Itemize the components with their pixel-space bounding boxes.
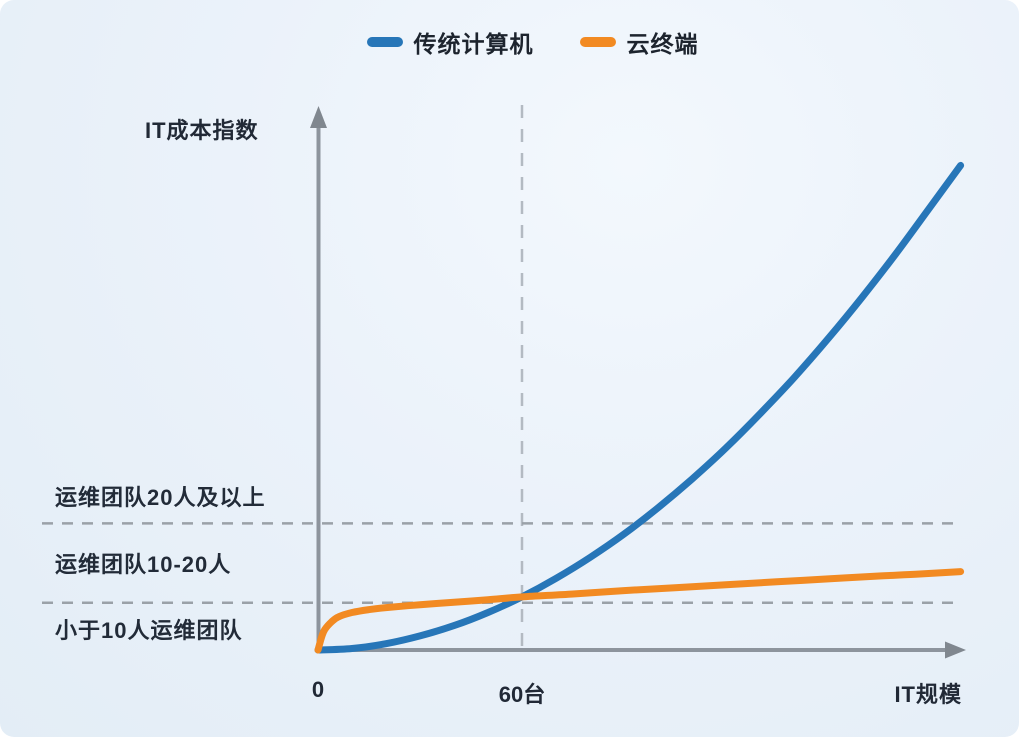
legend-item-cloud: 云终端 xyxy=(579,25,699,59)
series-line-cloud xyxy=(314,568,965,654)
legend-label-traditional: 传统计算机 xyxy=(413,31,534,57)
legend-label-cloud: 云终端 xyxy=(626,31,699,57)
x-tick-0: 0 xyxy=(311,677,325,702)
x-axis-arrow-icon xyxy=(945,641,966,659)
series-line-traditional xyxy=(314,161,965,654)
y-axis-arrow-icon xyxy=(310,106,327,128)
legend-item-traditional: 传统计算机 xyxy=(366,25,534,59)
x-axis-title: IT规模 xyxy=(894,682,962,707)
chart-legend: 传统计算机 云终端 xyxy=(46,25,1019,59)
x-tick-60: 60台 xyxy=(498,682,546,707)
y-axis-title: IT成本指数 xyxy=(145,118,259,143)
band-label-team-20plus: 运维团队20人及以上 xyxy=(55,485,266,510)
legend-swatch-traditional-icon xyxy=(366,37,403,47)
band-label-team-10-20: 运维团队10-20人 xyxy=(55,552,232,577)
band-label-team-under10: 小于10人运维团队 xyxy=(55,618,243,643)
legend-swatch-cloud-icon xyxy=(579,37,616,47)
